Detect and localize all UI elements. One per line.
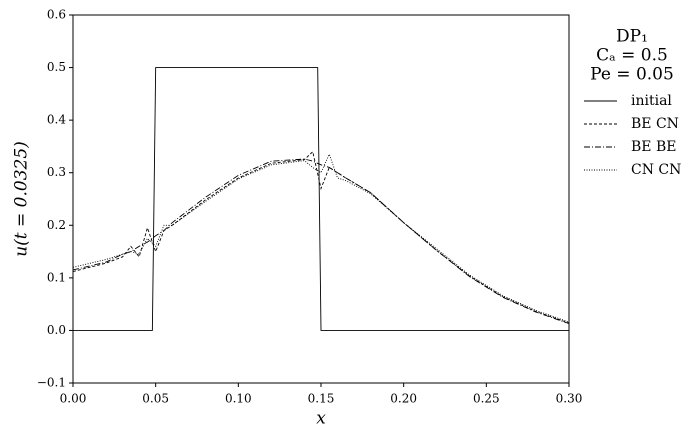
y-tick-label: 0.5 [47,60,66,74]
line-series [72,150,570,324]
legend-label: BE BE [631,139,676,155]
y-tick-label: 0.2 [47,218,66,232]
x-tick-label: 0.00 [60,392,87,406]
legend-label: CN CN [631,162,681,178]
legend-title: DP₁ [616,27,648,47]
legend-label: BE CN [631,116,679,132]
line-series [73,67,569,331]
y-tick-label: −0.1 [37,376,66,390]
x-tick-label: 0.10 [225,392,252,406]
y-tick-label: 0.3 [47,165,66,179]
x-tick-label: 0.25 [473,392,500,406]
line-series [72,158,570,325]
x-axis-label: x [316,409,326,429]
y-tick-label: 0.4 [47,113,66,127]
x-tick-label: 0.05 [142,392,169,406]
y-tick-label: 0.0 [47,323,66,337]
legend-label: initial [631,93,672,109]
x-tick-label: 0.15 [308,392,335,406]
y-axis-label: u(t = 0.0325) [12,141,32,257]
x-tick-label: 0.30 [556,392,583,406]
x-tick-label: 0.20 [390,392,417,406]
legend-title: Pe = 0.05 [590,65,674,85]
legend-title: Cₐ = 0.5 [596,46,668,66]
y-tick-label: 0.1 [47,270,66,284]
y-tick-label: 0.6 [47,8,66,22]
